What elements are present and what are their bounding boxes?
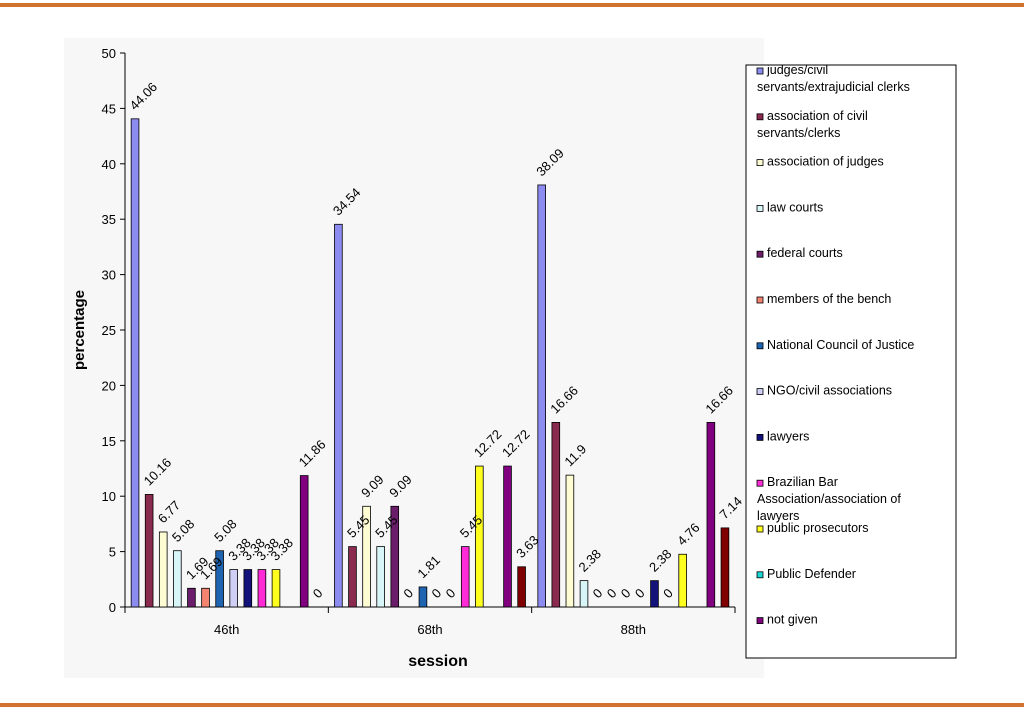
legend-swatch — [756, 479, 764, 487]
axes-layer: 0 5 10 15 20 25 30 35 40 45 50 46th 68th 88th — [102, 46, 736, 637]
legend: judges/civil servants/extrajudicial clerk… — [745, 63, 957, 659]
x-tick-label: 88th — [621, 622, 646, 637]
y-tick-label: 20 — [102, 378, 116, 393]
legend-label: Public Defender — [767, 567, 856, 581]
bar — [517, 566, 526, 608]
legend-label: law courts — [767, 200, 823, 214]
bar — [537, 184, 546, 608]
legend-swatch — [756, 113, 764, 121]
x-axis-label: session — [408, 653, 468, 670]
bar — [390, 505, 400, 608]
y-tick-label: 40 — [102, 157, 116, 172]
bar — [720, 527, 730, 608]
bar — [271, 569, 281, 608]
y-tick-label: 25 — [102, 323, 116, 338]
bar — [650, 580, 659, 608]
legend-label: public prosecutors — [767, 521, 868, 535]
x-tick-label: 68th — [417, 622, 442, 637]
bar — [215, 550, 224, 608]
legend-label: federal courts — [767, 246, 843, 260]
legend-label: lawyers — [767, 429, 809, 443]
bar — [348, 546, 357, 608]
bar — [362, 505, 371, 608]
y-tick-label: 50 — [102, 46, 116, 61]
bar — [299, 475, 309, 608]
legend-label: judges/civil servants/extrajudicial clerk… — [757, 63, 910, 94]
bar — [201, 587, 210, 608]
bar — [144, 494, 154, 608]
legend-label: Brazilian Bar Association/association of l… — [757, 475, 901, 523]
chart-background — [64, 38, 764, 678]
bar — [579, 580, 589, 608]
bars-layer — [130, 118, 730, 608]
y-tick-label: 5 — [109, 545, 116, 560]
legend-swatch — [756, 159, 764, 167]
bar — [460, 546, 470, 608]
legend-swatch — [756, 296, 764, 304]
legend-label: National Council of Justice — [767, 338, 914, 352]
y-tick-label: 45 — [102, 101, 116, 116]
bar — [158, 531, 168, 608]
bar — [418, 586, 428, 608]
y-tick-label: 35 — [102, 212, 116, 227]
bar — [376, 546, 385, 608]
legend-swatch — [756, 525, 764, 533]
bar — [187, 587, 196, 608]
bar — [503, 465, 512, 608]
bar — [334, 223, 343, 608]
bar — [243, 569, 253, 608]
top-orange-rule — [0, 3, 1024, 7]
bar — [130, 118, 140, 608]
legend-label: association of civil servants/clerks — [757, 109, 868, 140]
y-tick-label: 0 — [109, 600, 116, 615]
bar — [257, 569, 267, 608]
y-tick-label: 15 — [102, 434, 116, 449]
legend-label: not given — [767, 613, 818, 627]
legend-swatch — [756, 571, 764, 579]
bar — [551, 422, 561, 608]
legend-swatch — [756, 433, 764, 441]
legend-label: association of judges — [767, 155, 884, 169]
legend-swatch — [756, 388, 764, 396]
legend-swatch — [756, 617, 764, 624]
legend-label: NGO/civil associations — [767, 384, 892, 398]
bar — [678, 553, 687, 608]
legend-swatch — [756, 204, 764, 212]
bar — [706, 422, 716, 608]
bar — [475, 465, 484, 608]
y-axis-label: percentage — [71, 290, 88, 370]
y-tick-label: 10 — [102, 489, 116, 504]
bar — [229, 569, 238, 608]
bar — [173, 550, 182, 608]
x-tick-label: 46th — [214, 622, 239, 637]
legend-swatch — [756, 67, 764, 75]
bar — [565, 474, 575, 608]
bottom-orange-rule — [0, 703, 1024, 707]
legend-box — [745, 64, 957, 659]
legend-swatch — [756, 250, 764, 258]
y-tick-label: 30 — [102, 268, 116, 283]
legend-label: members of the bench — [767, 292, 891, 306]
legend-swatch — [756, 342, 764, 350]
